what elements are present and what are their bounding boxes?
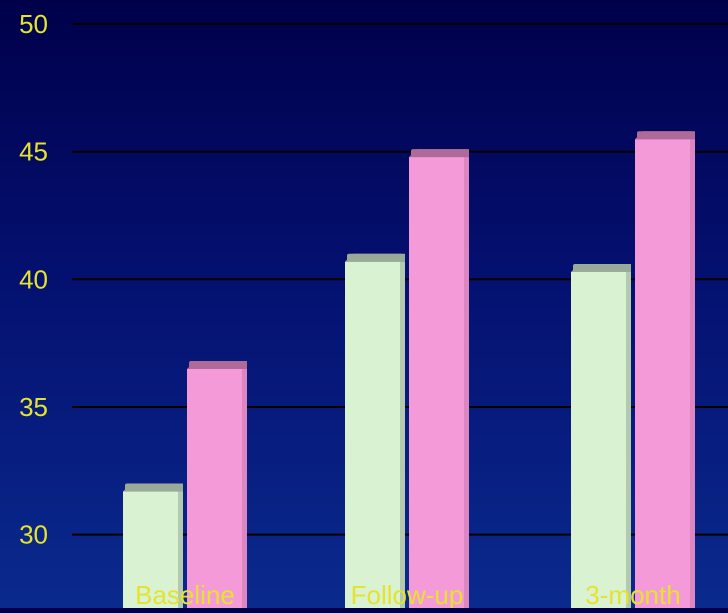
bar-cap: [637, 131, 693, 140]
bar-cap: [411, 149, 467, 158]
x-tick-label: Follow-up: [351, 580, 464, 608]
bar-face: [571, 271, 631, 608]
bar-face: [187, 368, 247, 608]
y-tick-label: 35: [19, 392, 48, 422]
bar: [123, 483, 183, 608]
y-axis-tick-labels: 30 35 40 45 50: [19, 9, 48, 550]
y-tick-label: 50: [19, 9, 48, 39]
y-tick-label: 45: [19, 137, 48, 167]
bar-cap: [189, 360, 245, 369]
bar-side: [690, 139, 695, 608]
bar: [409, 149, 469, 608]
x-tick-label: Baseline: [135, 580, 235, 608]
bar: [187, 360, 247, 608]
bar-side: [464, 157, 469, 608]
bar-side: [178, 491, 183, 608]
bar-face: [345, 261, 405, 608]
bar-side: [626, 271, 631, 608]
bar-side: [400, 261, 405, 608]
bar-face: [123, 491, 183, 608]
y-tick-label: 40: [19, 264, 48, 294]
x-axis-tick-labels: Baseline Follow-up 3-month: [135, 580, 681, 610]
bar-cap: [573, 263, 629, 272]
y-tick-label: 30: [19, 520, 48, 550]
bar: [571, 263, 631, 608]
bar-side: [242, 368, 247, 608]
bar-face: [409, 157, 469, 608]
bar-cap: [125, 483, 181, 492]
bar: [345, 253, 405, 608]
bar-face: [635, 139, 695, 608]
bars: [123, 131, 695, 608]
bar: [635, 131, 695, 608]
x-tick-label: 3-month: [585, 580, 680, 608]
bar-cap: [347, 253, 403, 262]
